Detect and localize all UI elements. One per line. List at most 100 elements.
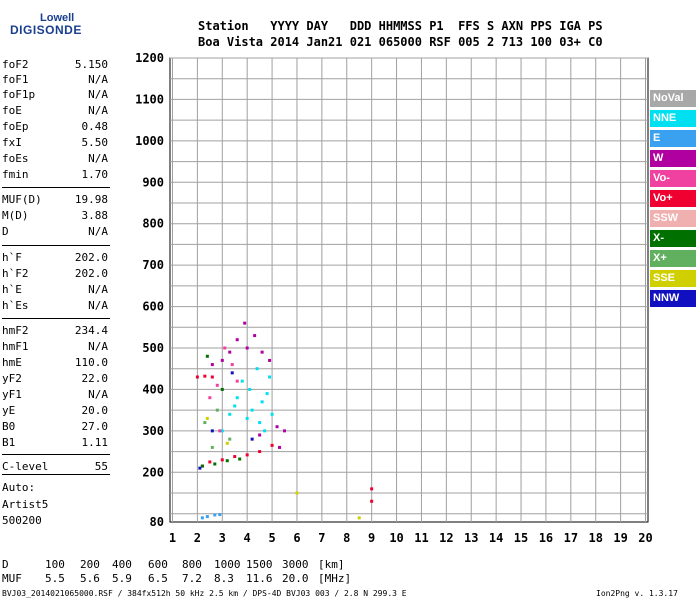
param-separator	[2, 454, 110, 455]
data-point	[370, 487, 374, 491]
x-tick-label: 14	[489, 531, 503, 545]
legend-item: NNE	[650, 110, 696, 127]
param-name: h`E	[2, 283, 22, 296]
data-point	[270, 412, 274, 416]
param-value: N/A	[88, 388, 108, 401]
data-point	[210, 429, 214, 433]
param-value: N/A	[88, 152, 108, 165]
muf-value: 6.5	[148, 572, 168, 585]
param-row: fxI 5.50	[2, 136, 108, 151]
y-tick-label: 200	[142, 465, 164, 479]
data-point	[210, 363, 214, 367]
distance-value: 100	[45, 558, 65, 571]
muf-value: 20.0	[282, 572, 309, 585]
data-point	[203, 421, 207, 425]
data-point	[235, 379, 239, 383]
param-row: B1 1.11	[2, 436, 108, 451]
muf-value: 7.2	[182, 572, 202, 585]
legend-item: SSE	[650, 270, 696, 287]
param-value: 1.11	[81, 436, 109, 449]
param-name: foF1p	[2, 88, 36, 101]
legend-item: E	[650, 130, 696, 147]
param-value: N/A	[88, 225, 108, 238]
param-value: 20.0	[81, 404, 109, 417]
param-value: 22.0	[81, 372, 109, 385]
param-value: 1.70	[81, 168, 109, 181]
y-tick-label: 80	[150, 515, 164, 529]
y-tick-label: 500	[142, 341, 164, 355]
x-tick-label: 3	[219, 531, 226, 545]
data-point	[238, 457, 242, 461]
header-line-1: Station YYYY DAY DDD HHMMSS P1 FFS S AXN…	[198, 19, 603, 33]
param-value: 5.50	[81, 136, 109, 149]
x-tick-label: 6	[293, 531, 300, 545]
data-point	[230, 363, 234, 367]
data-point	[205, 416, 209, 420]
muf-value: 5.9	[112, 572, 132, 585]
data-point	[278, 445, 282, 449]
legend-item: NNW	[650, 290, 696, 307]
data-point	[198, 466, 202, 470]
data-point	[228, 412, 232, 416]
param-name: foE	[2, 104, 22, 117]
x-tick-label: 19	[613, 531, 627, 545]
y-tick-label: 300	[142, 424, 164, 438]
data-point	[220, 458, 224, 462]
x-tick-label: 1	[169, 531, 176, 545]
muf-label: MUF	[2, 572, 22, 585]
data-point	[215, 383, 219, 387]
data-point	[248, 387, 252, 391]
param-name: B1	[2, 436, 16, 449]
distance-value: 1000	[214, 558, 241, 571]
data-point	[220, 358, 224, 362]
param-name: h`F2	[2, 267, 29, 280]
param-name: M(D)	[2, 209, 29, 222]
param-separator	[2, 474, 110, 475]
param-value: N/A	[88, 340, 108, 353]
param-name: yE	[2, 404, 16, 417]
data-point	[215, 408, 219, 412]
data-point	[200, 464, 204, 468]
param-value: 202.0	[74, 267, 108, 280]
param-row: yF2 22.0	[2, 372, 108, 387]
muf-value: 5.6	[80, 572, 100, 585]
distance-value: 3000	[282, 558, 309, 571]
x-tick-label: 15	[514, 531, 528, 545]
legend-item: Vo+	[650, 190, 696, 207]
data-point	[270, 443, 274, 447]
param-row: fmin 1.70	[2, 168, 108, 183]
data-point	[268, 358, 272, 362]
data-point	[283, 429, 287, 433]
x-tick-label: 20	[638, 531, 652, 545]
distance-value: [km]	[318, 558, 345, 571]
param-separator	[2, 245, 110, 246]
param-value: 27.0	[81, 420, 109, 433]
param-row: h`F 202.0	[2, 251, 108, 266]
logo-digisonde: DIGISONDE	[10, 23, 82, 37]
param-row: B0 27.0	[2, 420, 108, 435]
param-row: hmF1 N/A	[2, 340, 108, 355]
y-tick-label: 900	[142, 175, 164, 189]
param-value: 234.4	[74, 324, 108, 337]
param-name: hmE	[2, 356, 22, 369]
param-name: B0	[2, 420, 16, 433]
data-point	[233, 404, 237, 408]
y-tick-label: 600	[142, 300, 164, 314]
param-value: N/A	[88, 104, 108, 117]
param-row: C-level 55	[2, 460, 108, 475]
data-point	[220, 429, 224, 433]
param-value: N/A	[88, 88, 108, 101]
param-row: foE N/A	[2, 104, 108, 119]
param-name: yF2	[2, 372, 22, 385]
data-point	[218, 513, 222, 517]
data-point	[357, 516, 361, 520]
param-name: foEs	[2, 152, 29, 165]
data-point	[275, 425, 279, 429]
param-value: 110.0	[74, 356, 108, 369]
param-value: N/A	[88, 299, 108, 312]
logo-lowell: Lowell	[40, 12, 75, 24]
x-tick-label: 4	[244, 531, 251, 545]
muf-value: [MHz]	[318, 572, 352, 585]
data-point	[228, 350, 232, 354]
param-row: foEp 0.48	[2, 120, 108, 135]
